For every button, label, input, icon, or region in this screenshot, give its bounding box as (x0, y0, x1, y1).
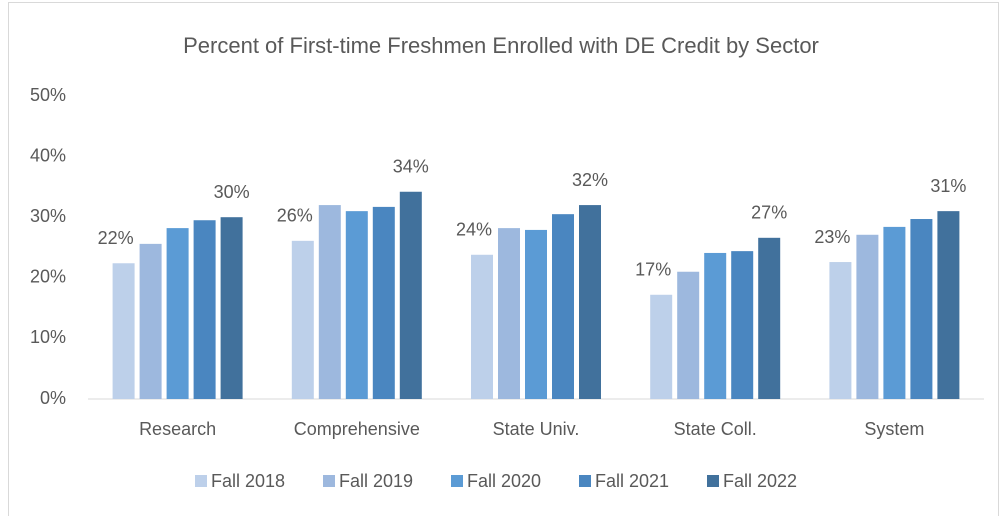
y-tick-label: 20% (30, 267, 66, 287)
bar (883, 226, 906, 399)
bar (704, 252, 727, 399)
y-tick-label: 0% (40, 388, 66, 408)
legend-swatch (707, 475, 719, 487)
bar (220, 217, 243, 399)
data-label: 23% (814, 227, 850, 247)
data-label: 27% (751, 203, 787, 223)
bar (139, 243, 162, 399)
bar (399, 191, 422, 399)
data-label: 31% (930, 176, 966, 196)
x-tick-label: Research (139, 419, 216, 439)
bar (731, 251, 754, 399)
legend-label: Fall 2018 (211, 471, 285, 491)
bar (650, 294, 673, 399)
bar (552, 214, 574, 399)
y-tick-label: 50% (30, 85, 66, 105)
bar (291, 240, 314, 399)
legend-swatch (579, 475, 591, 487)
data-label: 26% (277, 206, 313, 226)
x-tick-label: System (864, 419, 924, 439)
x-tick-label: State Univ. (493, 419, 580, 439)
bar (166, 228, 189, 399)
legend-label: Fall 2021 (595, 471, 669, 491)
legend-swatch (323, 475, 335, 487)
bar (579, 205, 601, 399)
data-label: 22% (98, 228, 134, 248)
data-label: 32% (572, 170, 608, 190)
x-tick-label: State Coll. (674, 419, 757, 439)
legend-label: Fall 2020 (467, 471, 541, 491)
bar (829, 262, 852, 399)
bar (318, 205, 341, 399)
bar (193, 220, 216, 399)
bar (345, 211, 368, 399)
bar (910, 219, 933, 399)
legend-label: Fall 2022 (723, 471, 797, 491)
y-tick-label: 10% (30, 327, 66, 347)
legend-label: Fall 2019 (339, 471, 413, 491)
bar (937, 211, 960, 399)
data-label: 30% (214, 182, 250, 202)
bar (758, 237, 781, 399)
chart-title: Percent of First-time Freshmen Enrolled … (183, 33, 819, 58)
bar (498, 228, 520, 399)
data-label: 17% (635, 260, 671, 280)
x-tick-label: Comprehensive (294, 419, 420, 439)
bar (856, 234, 879, 399)
bar (677, 271, 700, 399)
data-label: 34% (393, 156, 429, 176)
bar (372, 206, 395, 399)
legend-swatch (195, 475, 207, 487)
y-tick-label: 30% (30, 206, 66, 226)
data-label: 24% (456, 220, 492, 240)
y-tick-label: 40% (30, 145, 66, 165)
bar (471, 254, 493, 399)
bar (112, 263, 135, 399)
bar (525, 229, 547, 399)
legend-swatch (451, 475, 463, 487)
